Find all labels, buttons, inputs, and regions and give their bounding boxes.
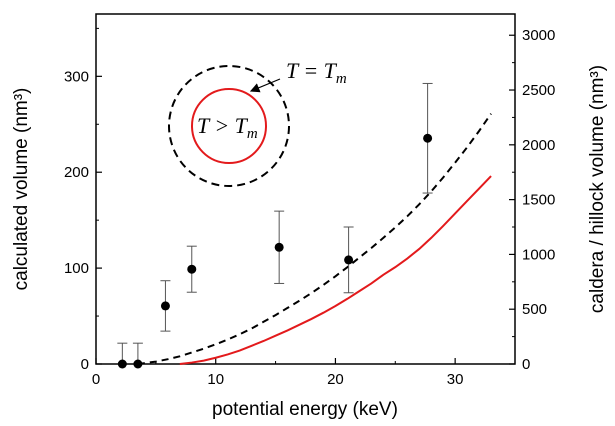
annotation-outer-label: T = Tm (286, 58, 347, 87)
x-tick-label: 10 (207, 371, 224, 388)
y-right-tick-label: 3000 (522, 27, 555, 44)
y-left-axis-ticks: 0 100 200 300 (64, 27, 102, 373)
y-right-tick-label: 1500 (522, 192, 555, 209)
y-right-tick-label: 0 (522, 356, 530, 373)
y-right-tick-label: 500 (522, 301, 547, 318)
inner-red-circle (191, 88, 267, 164)
annotation-arrow (249, 78, 281, 93)
y-left-axis-title: calculated volume (nm³) (11, 88, 32, 291)
y-left-tick-label: 100 (64, 260, 89, 277)
y-right-tick-label: 2000 (522, 137, 555, 154)
y-right-tick-label: 1000 (522, 246, 555, 263)
x-axis-ticks: 0 10 20 30 (92, 358, 464, 388)
data-point (423, 133, 433, 143)
series-layer (117, 82, 492, 369)
y-left-tick-label: 0 (81, 356, 89, 373)
data-point (160, 301, 170, 311)
data-point (344, 255, 354, 265)
x-tick-label: 20 (327, 371, 344, 388)
y-right-axis-title: caldera / hillock volume (nm³) (587, 65, 608, 313)
x-tick-label: 30 (447, 371, 464, 388)
y-right-axis-ticks: 0 500 1000 1500 2000 2500 3000 (509, 27, 555, 373)
data-point (133, 359, 143, 369)
annotation-inner-label: T > Tm (197, 113, 258, 142)
x-axis-title: potential energy (keV) (212, 399, 398, 420)
red-model-line (179, 175, 492, 365)
y-right-tick-label: 2500 (522, 82, 555, 99)
dashed-model-line (137, 113, 492, 365)
data-point (274, 242, 284, 252)
x-tick-label: 0 (92, 371, 100, 388)
data-point (187, 264, 197, 274)
data-point (117, 359, 127, 369)
y-left-tick-label: 200 (64, 164, 89, 181)
plot-frame (95, 13, 516, 365)
y-left-tick-label: 300 (64, 68, 89, 85)
outer-dashed-circle (168, 65, 290, 187)
